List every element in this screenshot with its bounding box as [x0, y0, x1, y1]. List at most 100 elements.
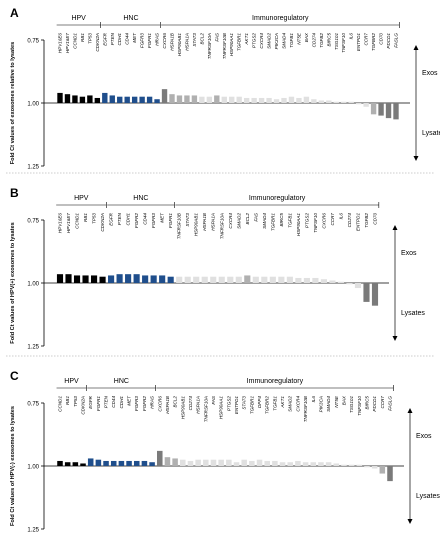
category-label: PTGS2 [304, 213, 309, 229]
category-label: EGFR [88, 395, 93, 408]
bar-tnfsf10 [341, 101, 347, 103]
y-tick-label: 1.00 [27, 465, 39, 471]
category-label: CD44 [111, 396, 116, 408]
bar-smad2 [235, 276, 242, 283]
category-label: CDH1 [117, 33, 122, 46]
category-label: DPP4 [257, 396, 262, 408]
bar-cd274 [346, 283, 353, 285]
category-label: CD274 [188, 396, 193, 411]
bar-cdkn2a [99, 276, 106, 283]
category-label: MET [160, 212, 165, 223]
bar-birc5 [326, 100, 332, 103]
category-label: TGFBR1 [237, 33, 242, 52]
bar-pdcd1 [371, 466, 378, 469]
arrow-down-icon [407, 519, 413, 524]
category-label: PTEN [117, 212, 122, 225]
category-label: HSP90AB1 [180, 396, 185, 420]
category-label: FAS [211, 395, 216, 405]
bar-hsp90ab1 [176, 95, 183, 103]
bar-fas [252, 276, 259, 283]
y-axis-label: Fold Ct values of HPV(+) exosomes to lys… [10, 222, 16, 343]
category-label: TNFRSF10A [203, 396, 208, 422]
category-label: SMAD2 [267, 33, 272, 49]
lysates-label: Lysates [416, 493, 440, 500]
category-label: FGFR2 [134, 213, 139, 229]
category-label: HPV16E6 [58, 213, 63, 234]
bar-cxcr4 [295, 460, 301, 466]
bar-cd274 [311, 99, 317, 103]
group-label: HNC [133, 195, 148, 202]
bar-fas [210, 459, 217, 466]
arrow-up-icon [413, 45, 419, 50]
bar-birc5 [278, 276, 285, 283]
category-label: HRAS [155, 32, 160, 46]
bar-smad4 [325, 462, 332, 466]
category-label: TGFB2 [364, 213, 369, 228]
bar-fgfr3 [150, 275, 157, 283]
category-label: HPV16E7 [66, 213, 71, 234]
bar-tnfsf10 [312, 277, 319, 283]
category-label: ENTPD1 [355, 213, 360, 232]
category-label: TGFB1 [289, 33, 294, 48]
category-label: PTEN [110, 32, 115, 45]
category-label: CCR7 [330, 213, 335, 226]
group-label: HNC [123, 15, 138, 22]
category-label: STAT3 [185, 213, 190, 227]
exos-label: Exos [416, 433, 432, 440]
category-label: TGFBR1 [270, 213, 275, 232]
category-label: HPV16E6 [58, 33, 63, 54]
bar-ccnd1 [73, 275, 81, 283]
category-label: CDH1 [126, 213, 131, 226]
bar-cd70 [371, 283, 379, 306]
category-label: MET [127, 395, 132, 406]
bar-tnfsf10 [356, 464, 363, 466]
category-label: BAX [341, 395, 346, 405]
category-label: FGFR1 [147, 33, 152, 49]
category-label: BCL2 [245, 213, 250, 225]
category-label: TSG101 [334, 33, 339, 51]
category-label: SMAD2 [288, 396, 293, 412]
category-label: CD274 [311, 33, 316, 48]
bar-ccr7 [329, 280, 336, 283]
bar-tgfb1 [288, 96, 295, 103]
lysates-label: Lysates [401, 310, 425, 317]
category-label: TGFBR2 [265, 396, 270, 415]
category-label: TNFRSF10B [222, 33, 227, 59]
bar-bax [303, 96, 310, 103]
bar-cdh1 [118, 460, 125, 466]
category-label: BAX [304, 32, 309, 42]
panel-a: A 0.75 1.00 1.25 Fold Ct values of exosomes … [10, 6, 440, 171]
bar-met [131, 96, 138, 103]
bar-stat3 [184, 276, 191, 283]
bar-stat3 [241, 459, 247, 466]
y-axis-label: Fold Ct values of HPV(-) exosomes to lys… [10, 406, 16, 526]
category-label: HPV16E7 [65, 33, 70, 54]
category-label: BIRC5 [279, 213, 284, 227]
category-label: FGFR1 [96, 396, 101, 412]
bar-hspa1a [195, 459, 201, 466]
category-label: EGFR [102, 32, 107, 45]
category-label: TGFBR2 [371, 33, 376, 52]
bar-tp53 [87, 95, 93, 103]
category-label: FAS [214, 32, 219, 42]
bar-il6 [337, 281, 345, 283]
category-label: CCND1 [72, 33, 77, 49]
bar-hsp90aa1 [295, 277, 302, 283]
bar-akt1 [279, 462, 286, 466]
category-label: AKT1 [280, 396, 285, 409]
category-label: MET [132, 32, 137, 43]
panel-b: B 0.75 1.00 1.25 Fold Ct values of HPV(+) ex… [10, 186, 425, 351]
bar-cxcr4 [258, 97, 265, 103]
bar-tnfrsf10a [206, 96, 213, 103]
bar-tnfrsf10a [203, 459, 209, 466]
bar-akt1 [243, 97, 250, 103]
category-label: RB1 [65, 396, 70, 405]
category-label: HSPA1A [211, 213, 216, 231]
bar-fgfr2 [141, 460, 148, 466]
bar-fgfr1 [95, 459, 102, 466]
bar-cd44 [124, 96, 130, 103]
category-label: HSP90AA1 [229, 33, 234, 57]
bar-egfr [102, 92, 108, 103]
category-label: TNFRSF10B [177, 213, 182, 239]
bar-tgfb2 [318, 100, 325, 103]
